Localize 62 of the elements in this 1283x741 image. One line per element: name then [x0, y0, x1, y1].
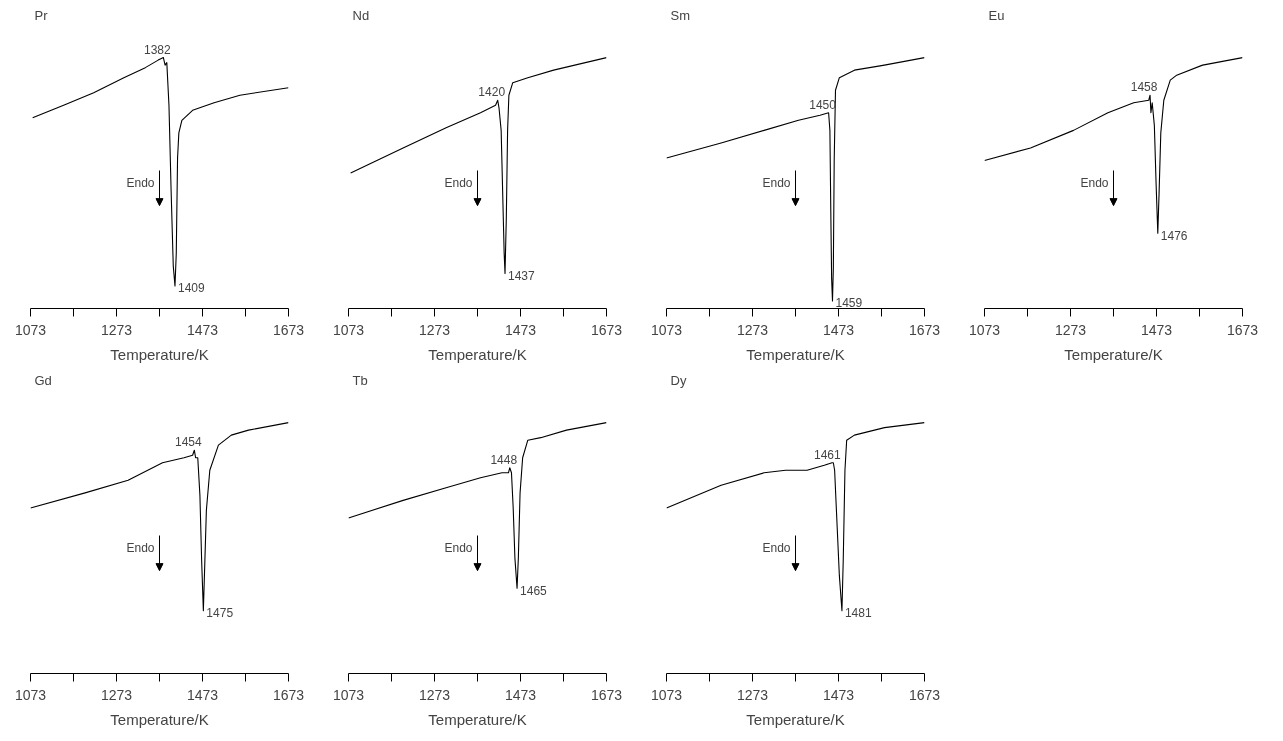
- x-axis-title: Temperature/K: [428, 345, 527, 363]
- x-tick-label: 1473: [504, 686, 537, 703]
- x-tick-label: 1273: [100, 686, 133, 703]
- chart-title: Pr: [34, 7, 49, 23]
- annotation: 1459: [835, 296, 863, 311]
- annotation: 1481: [844, 606, 872, 621]
- x-axis-title: Temperature/K: [746, 345, 845, 363]
- x-axis-title: Temperature/K: [110, 710, 209, 728]
- x-tick-label: 1673: [1226, 321, 1259, 338]
- x-tick-label: 1273: [100, 321, 133, 338]
- x-tick-label: 1673: [272, 686, 305, 703]
- x-tick-label: 1073: [968, 321, 1001, 338]
- annotation: Endo: [444, 176, 473, 191]
- x-tick-label: 1273: [418, 686, 451, 703]
- annotation: 1476: [1160, 228, 1188, 243]
- annotation: 1475: [206, 606, 234, 621]
- x-tick-label: 1273: [736, 321, 769, 338]
- x-tick-label: 1273: [1054, 321, 1087, 338]
- chart-title: Nd: [352, 7, 370, 23]
- annotation: 1382: [144, 42, 172, 57]
- x-tick-label: 1073: [650, 686, 683, 703]
- annotation: 1448: [490, 452, 518, 467]
- annotation: 1465: [520, 583, 548, 598]
- annotation: Endo: [762, 176, 791, 191]
- x-tick-label: 1473: [1140, 321, 1173, 338]
- x-tick-label: 1073: [14, 321, 47, 338]
- annotation: Endo: [126, 541, 155, 556]
- x-tick-label: 1473: [822, 686, 855, 703]
- x-tick-label: 1073: [332, 321, 365, 338]
- x-axis-title: Temperature/K: [110, 345, 209, 363]
- x-tick-label: 1273: [736, 686, 769, 703]
- x-axis-title: Temperature/K: [428, 710, 527, 728]
- x-tick-label: 1273: [418, 321, 451, 338]
- annotation: 1461: [813, 447, 842, 462]
- x-tick-label: 1073: [332, 686, 365, 703]
- annotation: 1458: [1130, 80, 1158, 95]
- x-tick-label: 1673: [590, 686, 623, 703]
- x-axis-title: Temperature/K: [1064, 345, 1163, 363]
- annotation: 1437: [508, 268, 536, 283]
- chart-title: Gd: [34, 372, 52, 388]
- x-tick-label: 1473: [822, 321, 855, 338]
- annotation: 1454: [174, 435, 202, 450]
- x-tick-label: 1073: [650, 321, 683, 338]
- annotation: Endo: [762, 541, 791, 556]
- annotation: Endo: [444, 541, 473, 556]
- x-tick-label: 1073: [14, 686, 47, 703]
- annotation: Endo: [126, 176, 155, 191]
- annotation: 1420: [478, 85, 506, 100]
- x-tick-label: 1673: [272, 321, 305, 338]
- chart-title: Eu: [988, 7, 1005, 23]
- annotation: 1409: [177, 281, 205, 296]
- chart-title: Sm: [670, 7, 690, 23]
- x-axis-title: Temperature/K: [746, 710, 845, 728]
- annotation: Endo: [1080, 176, 1109, 191]
- x-tick-label: 1673: [590, 321, 623, 338]
- chart-title: Dy: [670, 372, 687, 388]
- chart-title: Tb: [352, 372, 368, 388]
- x-tick-label: 1473: [504, 321, 537, 338]
- x-tick-label: 1673: [908, 686, 941, 703]
- x-tick-label: 1473: [186, 321, 219, 338]
- x-tick-label: 1673: [908, 321, 941, 338]
- x-tick-label: 1473: [186, 686, 219, 703]
